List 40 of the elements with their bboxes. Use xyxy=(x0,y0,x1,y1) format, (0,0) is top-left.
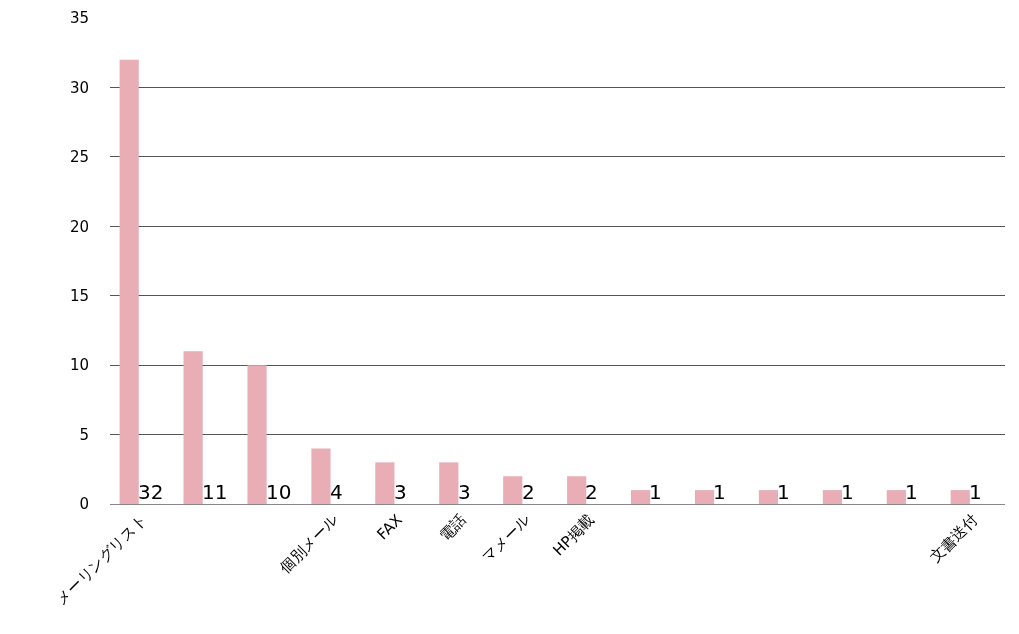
bar xyxy=(886,490,906,504)
data-label: 3 xyxy=(394,480,407,504)
data-label: 11 xyxy=(202,480,228,504)
y-tick-label: 35 xyxy=(69,9,89,28)
bar xyxy=(119,59,139,504)
bar xyxy=(567,476,587,504)
bar xyxy=(694,490,715,504)
data-label: 32 xyxy=(138,480,164,504)
x-tick-label: 個別メール xyxy=(276,510,342,577)
bar xyxy=(311,448,331,504)
data-label: 2 xyxy=(585,480,598,504)
data-label: 10 xyxy=(266,480,292,504)
data-label: 1 xyxy=(969,480,982,504)
bar xyxy=(758,490,779,504)
x-tick-label: 文書送付 xyxy=(926,510,982,567)
data-label: 4 xyxy=(330,480,343,504)
data-label: 2 xyxy=(522,480,535,504)
bar xyxy=(822,490,842,504)
x-tick-label: HP掲載 xyxy=(549,510,598,560)
y-tick-label: 30 xyxy=(69,78,89,97)
data-label: 1 xyxy=(777,480,790,504)
y-tick-label: 25 xyxy=(69,148,89,167)
x-tick-label: マメール xyxy=(478,510,534,567)
bar xyxy=(247,365,267,504)
y-tick-label: 15 xyxy=(69,286,89,305)
y-tick-label: 5 xyxy=(79,425,89,444)
data-label: 1 xyxy=(841,480,854,504)
x-tick-label: 電話 xyxy=(435,510,470,545)
data-label: 1 xyxy=(905,480,918,504)
bar xyxy=(439,462,459,504)
bar xyxy=(631,490,651,504)
bar xyxy=(375,462,395,504)
y-tick-label: 10 xyxy=(69,356,89,375)
data-label: 1 xyxy=(713,480,726,504)
bar xyxy=(503,476,523,504)
bar xyxy=(183,351,203,504)
bar xyxy=(950,490,970,504)
y-tick-label: 20 xyxy=(69,217,89,236)
data-label: 3 xyxy=(458,480,471,504)
data-label: 1 xyxy=(649,480,662,504)
